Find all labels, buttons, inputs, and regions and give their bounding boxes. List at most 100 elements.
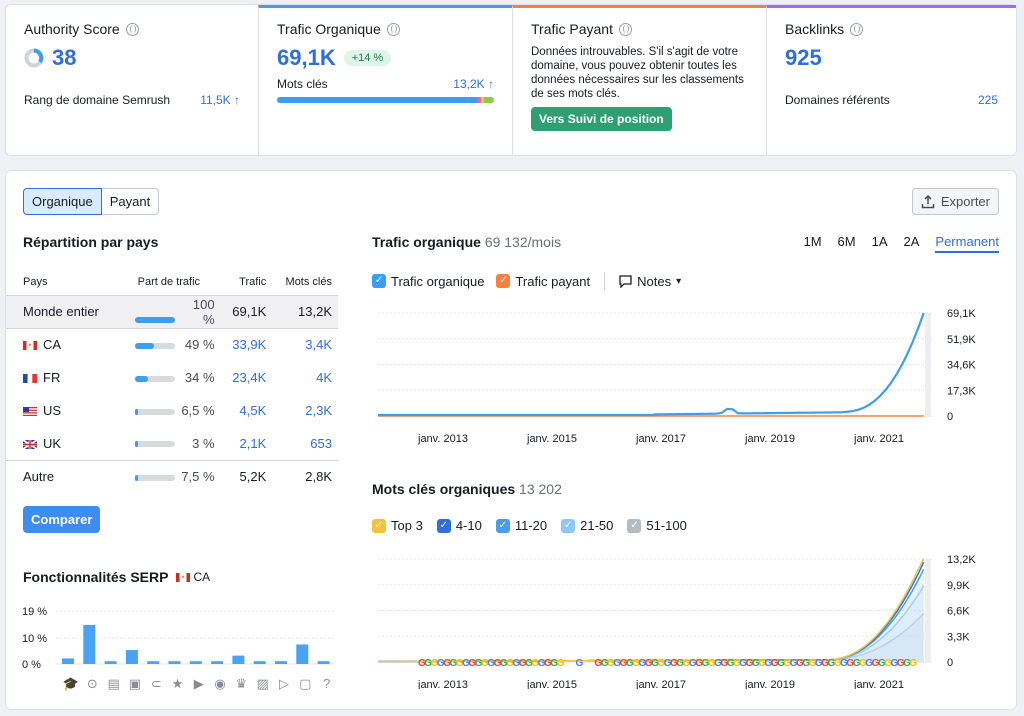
traffic-value: 5,2K — [220, 459, 273, 493]
kw-legend-label: 4-10 — [455, 518, 482, 533]
country-row[interactable]: FR 34 % 23,4K 4K — [6, 361, 338, 394]
compare-button[interactable]: Comparer — [23, 506, 101, 533]
period-1m[interactable]: 1M — [803, 234, 822, 249]
keywords-value: 13,2K — [272, 294, 338, 329]
keywords-value[interactable]: 3,4K — [305, 337, 332, 353]
google-update-marker: G — [815, 658, 823, 669]
keywords-distribution-bar — [277, 97, 494, 103]
period-1a[interactable]: 1A — [871, 234, 888, 249]
current-period-band — [925, 313, 931, 416]
referring-domains-label: Domaines référents — [785, 93, 890, 107]
legend-organic: Trafic organique — [391, 273, 485, 289]
organic-value[interactable]: 69,1K — [277, 45, 336, 70]
kw-checkbox[interactable]: ✓ — [495, 518, 510, 533]
graduation-icon[interactable]: 🎓 — [62, 676, 80, 691]
google-update-marker: G — [903, 658, 911, 669]
tab-organic[interactable]: Organique — [23, 188, 102, 215]
traffic-value[interactable]: 2,1K — [239, 435, 267, 451]
backlinks-value[interactable]: 925 — [785, 45, 822, 70]
traffic-value[interactable]: 23,4K — [232, 370, 267, 385]
faq-icon[interactable]: ▢ — [299, 676, 312, 691]
google-update-marker: G — [702, 658, 710, 669]
google-update-marker: G — [796, 658, 804, 669]
country-row[interactable]: Autre 7,5 % 5,2K 2,8K — [6, 459, 338, 493]
link-icon[interactable]: ⊂ — [150, 676, 162, 691]
keywords-value[interactable]: 2,3K — [305, 403, 332, 418]
serp-bar — [296, 644, 309, 664]
question-icon[interactable]: ? — [322, 676, 331, 691]
period-permanent[interactable]: Permanent — [935, 234, 999, 253]
country-row[interactable]: Monde entier 100 % 69,1K 13,2K — [6, 294, 338, 329]
kw-checkbox[interactable]: ✓ — [436, 518, 451, 533]
pin-icon[interactable]: ⊙ — [86, 676, 98, 691]
google-update-marker: G — [689, 658, 697, 669]
share-value: 49 % — [184, 337, 215, 353]
export-button[interactable]: Exporter — [911, 188, 999, 215]
share-value: 34 % — [184, 370, 215, 385]
share-bar — [134, 375, 175, 382]
google-update-marker: G — [456, 658, 464, 669]
photo-icon[interactable]: ▨ — [256, 676, 269, 691]
traffic-value[interactable]: 33,9K — [232, 337, 267, 353]
serp-bar — [125, 650, 138, 664]
google-update-marker: G — [443, 658, 451, 669]
serp-bar — [147, 661, 160, 664]
video-icon[interactable]: ▶ — [193, 676, 204, 691]
export-label: Exporter — [940, 194, 990, 209]
country-table: Pays Part de trafic Trafic Mots clés Mon… — [6, 269, 338, 493]
crown-icon[interactable]: ♛ — [235, 676, 248, 691]
period-2a[interactable]: 2A — [903, 234, 920, 249]
google-update-marker: G — [765, 658, 773, 669]
kw-checkbox[interactable]: ✓ — [561, 518, 576, 533]
share-value: 100 % — [192, 296, 215, 327]
google-update-marker: G — [519, 658, 527, 669]
col-country: Pays — [23, 275, 48, 288]
keywords-value[interactable]: 653 — [310, 435, 332, 451]
image-icon[interactable]: ▣ — [128, 676, 142, 691]
referring-domains-value[interactable]: 225 — [977, 93, 998, 107]
position-tracking-button[interactable]: Vers Suivi de position — [531, 107, 672, 131]
period-6m[interactable]: 6M — [837, 234, 856, 249]
star-icon[interactable]: ★ — [171, 676, 184, 691]
video2-icon[interactable]: ▷ — [278, 676, 289, 691]
google-update-marker: G — [651, 658, 659, 669]
google-update-marker: G — [752, 658, 760, 669]
keywords-value[interactable]: 4K — [316, 370, 332, 385]
x-tick: janv. 2017 — [635, 433, 686, 445]
rank-value[interactable]: 11,5K ↑ — [200, 93, 240, 107]
serp-bar — [62, 658, 74, 664]
y-tick: 51,9K — [947, 334, 976, 346]
keywords-value: 2,8K — [272, 459, 338, 493]
tab-paid[interactable]: Payant — [101, 188, 160, 215]
news-icon[interactable]: ▤ — [107, 676, 120, 691]
google-update-marker: G — [840, 658, 848, 669]
google-update-marker: G — [828, 658, 836, 669]
google-update-marker: G — [865, 658, 873, 669]
google-update-marker: G — [481, 658, 489, 669]
country-row[interactable]: UK 3 % 2,1K 653 — [6, 427, 338, 460]
x-tick: janv. 2013 — [417, 679, 468, 689]
kw-checkbox[interactable]: ✓ — [372, 518, 386, 533]
google-update-marker: G — [437, 658, 445, 669]
keywords-value[interactable]: 13,2K ↑ — [453, 77, 494, 91]
share-value: 3 % — [192, 435, 215, 451]
play-icon[interactable]: ◉ — [214, 676, 226, 691]
organic-checkbox[interactable]: ✓ — [372, 274, 386, 288]
traffic-chart-subtitle: 69 132/mois — [484, 234, 562, 250]
authority-score-panel: Authority Score 38 Rang de domaine Semru… — [6, 5, 258, 155]
country-row[interactable]: US 6,5 % 4,5K 2,3K — [6, 394, 338, 427]
google-update-marker: G — [714, 658, 722, 669]
authority-title: Authority Score — [24, 21, 120, 37]
google-update-marker: G — [720, 658, 728, 669]
x-tick: janv. 2015 — [526, 679, 577, 689]
country-name: Autre — [23, 469, 55, 485]
traffic-value[interactable]: 4,5K — [239, 403, 267, 418]
country-row[interactable]: CA 49 % 33,9K 3,4K — [6, 328, 338, 361]
kw-21-50-area — [378, 585, 924, 662]
serp-bar — [189, 661, 202, 664]
google-update-marker: G — [557, 658, 565, 669]
kw-51-100-line — [377, 613, 925, 663]
notes-dropdown[interactable]: Notes ▾ — [619, 274, 681, 289]
paid-checkbox[interactable]: ✓ — [496, 274, 511, 288]
kw-checkbox[interactable]: ✓ — [627, 518, 642, 533]
